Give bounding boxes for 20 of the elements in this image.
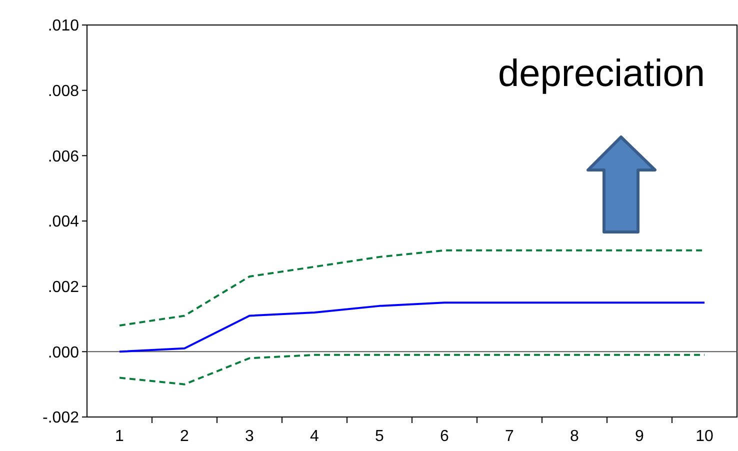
y-tick-label: .006 <box>48 148 80 166</box>
x-tick-label: 4 <box>310 428 320 445</box>
line-series <box>118 302 706 353</box>
y-tick-label: -.002 <box>42 410 80 427</box>
y-tick-label: .004 <box>48 214 80 231</box>
x-tick-label: 6 <box>440 428 450 445</box>
y-tick-label: .000 <box>48 344 80 362</box>
x-tick-label: 7 <box>505 428 514 445</box>
x-tick-label: 2 <box>180 428 190 445</box>
x-tick-label: 1 <box>115 428 124 445</box>
y-tick-label: .002 <box>48 278 80 296</box>
x-tick-label: 10 <box>696 428 714 445</box>
line-series <box>118 354 706 386</box>
y-tick-label: .008 <box>48 82 80 100</box>
y-tick-label: .010 <box>48 18 80 35</box>
x-tick-label: 5 <box>375 428 384 445</box>
x-tick-label: 9 <box>635 428 644 445</box>
annotation: depreciation <box>498 53 705 95</box>
x-tick-label: 8 <box>570 428 580 445</box>
x-tick-label: 3 <box>245 428 254 445</box>
